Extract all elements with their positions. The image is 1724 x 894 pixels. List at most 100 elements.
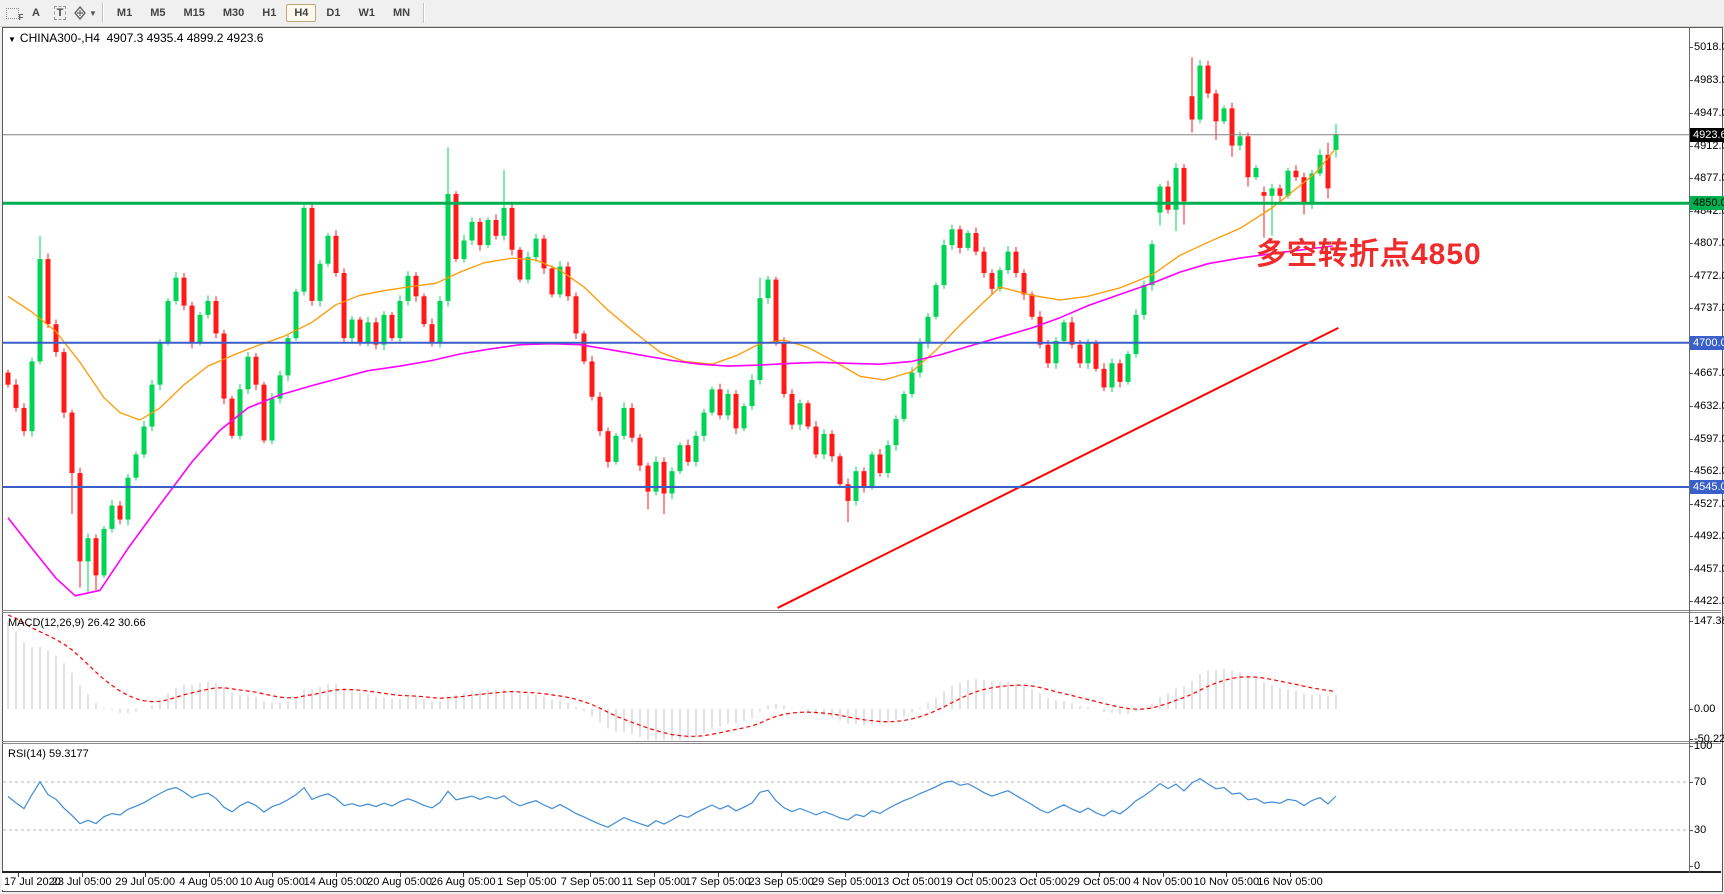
dotted-grid-icon: F (5, 7, 24, 22)
date-label: 4 Nov 05:00 (1133, 876, 1193, 888)
candle (213, 300, 219, 334)
candle (21, 407, 27, 432)
toolbar-separator (423, 3, 426, 23)
panel-separator[interactable] (2, 610, 1721, 611)
candle (973, 233, 979, 252)
candle (669, 471, 675, 494)
date-label: 20 Aug 05:00 (367, 876, 433, 888)
date-axis[interactable]: 17 Jul 2020 23 Jul 05:00 29 Jul 05:00 4 Aug… (2, 873, 1722, 890)
candle (677, 445, 683, 472)
timeframe-button-m30[interactable]: M30 (222, 7, 245, 19)
date-tick-mark (526, 873, 528, 877)
candle (1221, 108, 1227, 122)
axis-tick-label: 4912.0 (1694, 139, 1724, 152)
candle (869, 454, 875, 487)
candle (477, 221, 483, 246)
candle (589, 361, 595, 397)
timeframe-button-m1[interactable]: M1 (116, 7, 133, 19)
candle (325, 235, 331, 264)
candle (957, 229, 963, 248)
main-chart-canvas[interactable] (3, 28, 1689, 610)
candle (821, 433, 827, 455)
candle (1213, 93, 1219, 122)
date-tick-mark (781, 873, 783, 877)
collapse-arrow-icon[interactable]: ▼ (8, 35, 16, 44)
candle (253, 356, 259, 385)
axis-tick-label: 4422.0 (1694, 595, 1724, 608)
candle (517, 249, 523, 280)
candle (901, 393, 907, 420)
candle (5, 372, 11, 385)
candle (1021, 273, 1027, 295)
candle (797, 403, 803, 425)
candle (685, 445, 691, 462)
axis-tick-mark (1689, 178, 1693, 180)
rsi-panel-canvas[interactable] (3, 745, 1689, 871)
annotation-text: 多空转折点4850 (1256, 238, 1482, 271)
candle (229, 398, 235, 436)
candle (837, 456, 843, 485)
red-trendline[interactable] (777, 327, 1339, 609)
timeframe-button-mn[interactable]: MN (392, 7, 411, 19)
axis-tick-label: 4632.0 (1694, 400, 1724, 413)
candle (357, 319, 363, 343)
candle (1197, 65, 1203, 120)
candle (53, 324, 59, 353)
rsi-axis[interactable]: 100 70 30 0 (1689, 740, 1723, 872)
candle (525, 257, 531, 280)
candle (709, 389, 715, 413)
date-label: 17 Sep 05:00 (684, 876, 751, 888)
candle (1285, 170, 1291, 196)
candle (733, 393, 739, 429)
candle (989, 273, 995, 289)
candle (773, 279, 779, 343)
macd-panel-canvas[interactable] (3, 614, 1689, 741)
candle (645, 465, 651, 492)
grid-properties-icon[interactable]: F (1, 3, 24, 23)
panel-separator (2, 612, 1721, 613)
candle (421, 296, 427, 325)
text-box-tool-icon[interactable]: T (49, 3, 71, 23)
level-4545-label: 4545.0 (1690, 479, 1724, 494)
timeframe-button-m5[interactable]: M5 (150, 7, 166, 19)
candle (1101, 368, 1107, 388)
candle (1189, 96, 1195, 120)
candle (437, 300, 443, 343)
candle (101, 528, 107, 576)
candle (69, 412, 75, 474)
candle (77, 473, 83, 562)
timeframe-button-d1[interactable]: D1 (326, 7, 341, 19)
date-label: 13 Oct 05:00 (876, 876, 940, 888)
dropdown-caret-icon[interactable]: ▼ (89, 8, 97, 18)
candle (909, 372, 915, 394)
candle (1077, 344, 1083, 364)
candle (1293, 170, 1299, 178)
candle (789, 393, 795, 425)
candle (349, 319, 355, 339)
candle (933, 285, 939, 317)
candle (333, 235, 339, 274)
price-axis-border (1689, 27, 1690, 873)
timeframe-button-m15[interactable]: M15 (183, 7, 205, 19)
timeframe-button-h4[interactable]: H4 (286, 4, 317, 22)
candle (741, 406, 747, 429)
ma-slow-line (7, 245, 1333, 597)
crosshair-tool-icon[interactable]: ▼ (73, 3, 97, 23)
timeframe-button-w1[interactable]: W1 (358, 7, 375, 19)
date-tick-mark (81, 873, 83, 877)
candle (1181, 167, 1187, 202)
candle (461, 240, 467, 260)
panel-separator[interactable] (2, 741, 1721, 742)
macd-axis[interactable]: 147.38 0.00 -50.22 (1689, 613, 1724, 745)
date-label: 7 Sep 05:00 (560, 876, 621, 888)
toolbar-separator (101, 3, 104, 23)
text-label-tool-icon[interactable]: A (32, 7, 40, 19)
axis-tick-label: 100 (1694, 740, 1713, 752)
candle (1173, 167, 1179, 210)
price-axis[interactable]: 5018.04983.04947.04912.04877.04842.04807… (1689, 27, 1724, 610)
candle (469, 221, 475, 241)
timeframe-button-h1[interactable]: H1 (262, 7, 277, 19)
candle (1309, 173, 1315, 204)
date-tick-mark (208, 873, 210, 877)
level-4850-label: 4850.0 (1690, 196, 1724, 211)
